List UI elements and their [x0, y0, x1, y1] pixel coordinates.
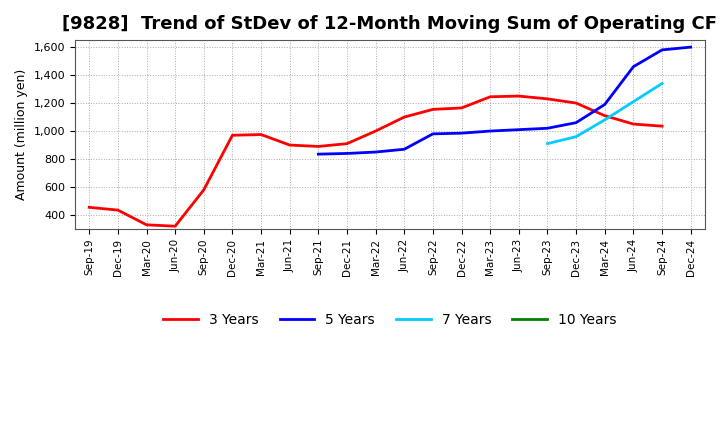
3 Years	[515, 93, 523, 99]
3 Years	[486, 94, 495, 99]
3 Years	[600, 113, 609, 118]
3 Years	[657, 124, 666, 129]
3 Years	[285, 143, 294, 148]
5 Years	[686, 44, 695, 50]
7 Years	[657, 81, 666, 86]
3 Years	[85, 205, 94, 210]
3 Years	[572, 100, 580, 106]
5 Years	[515, 127, 523, 132]
5 Years	[314, 151, 323, 157]
7 Years	[572, 134, 580, 139]
Legend: 3 Years, 5 Years, 7 Years, 10 Years: 3 Years, 5 Years, 7 Years, 10 Years	[158, 308, 622, 333]
Line: 7 Years: 7 Years	[547, 84, 662, 143]
3 Years	[428, 107, 437, 112]
7 Years	[629, 99, 638, 104]
3 Years	[114, 208, 122, 213]
5 Years	[543, 125, 552, 131]
5 Years	[572, 120, 580, 125]
Y-axis label: Amount (million yen): Amount (million yen)	[15, 69, 28, 200]
3 Years	[400, 114, 408, 120]
7 Years	[543, 141, 552, 146]
3 Years	[314, 144, 323, 149]
3 Years	[543, 96, 552, 102]
5 Years	[486, 128, 495, 134]
3 Years	[228, 132, 237, 138]
5 Years	[629, 64, 638, 70]
3 Years	[629, 121, 638, 127]
Title: [9828]  Trend of StDev of 12-Month Moving Sum of Operating CF: [9828] Trend of StDev of 12-Month Moving…	[63, 15, 717, 33]
5 Years	[428, 131, 437, 136]
5 Years	[657, 47, 666, 52]
7 Years	[600, 117, 609, 122]
5 Years	[600, 102, 609, 107]
Line: 3 Years: 3 Years	[89, 96, 662, 226]
5 Years	[343, 151, 351, 156]
Line: 5 Years: 5 Years	[318, 47, 690, 154]
5 Years	[400, 147, 408, 152]
3 Years	[142, 222, 150, 227]
3 Years	[199, 187, 208, 192]
3 Years	[257, 132, 266, 137]
5 Years	[457, 131, 466, 136]
3 Years	[372, 128, 380, 134]
5 Years	[372, 150, 380, 155]
3 Years	[343, 141, 351, 146]
3 Years	[171, 224, 179, 229]
3 Years	[457, 105, 466, 110]
